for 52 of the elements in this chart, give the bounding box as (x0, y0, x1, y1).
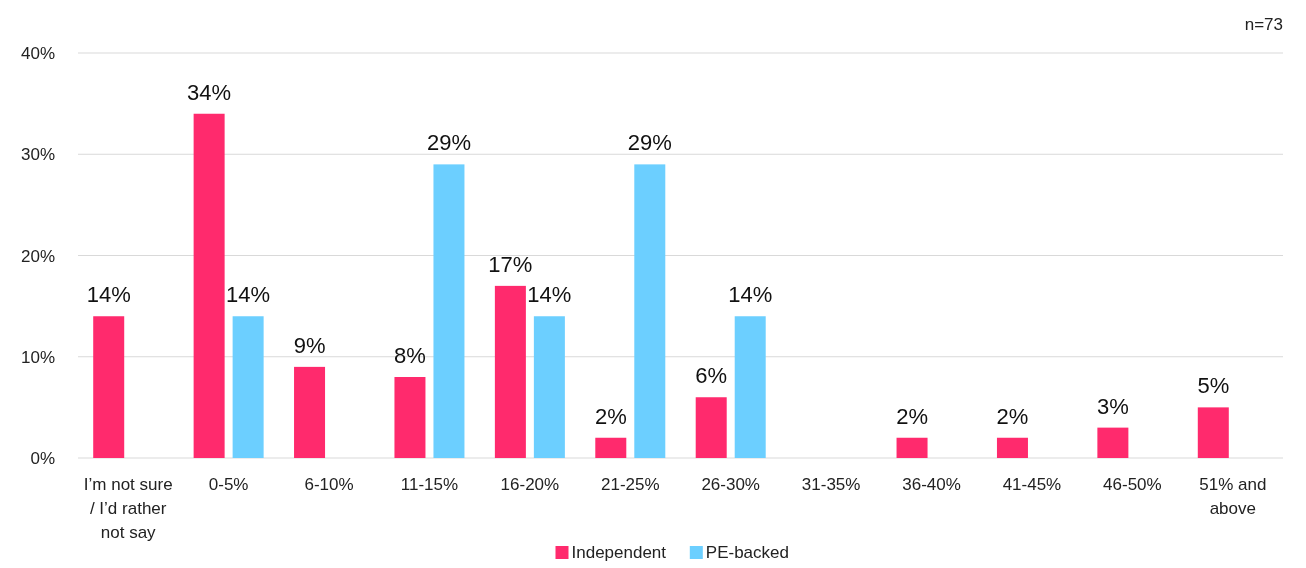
bar (193, 113, 225, 458)
x-tick-label: 6-10% (304, 475, 354, 494)
bar (294, 366, 326, 458)
bar (695, 397, 727, 458)
x-tick-label: I’m not sure / I’d rather not say (83, 475, 173, 542)
bar (634, 164, 666, 458)
bar (1097, 427, 1129, 458)
data-label: 2% (896, 403, 928, 429)
data-label: 29% (426, 130, 471, 156)
bar (394, 377, 426, 458)
x-tick-label: 0-5% (208, 475, 249, 494)
data-label: 14% (86, 282, 131, 308)
data-label: 14% (527, 282, 572, 308)
legend-label: Independent (571, 543, 667, 562)
y-tick-label: 20% (20, 246, 55, 266)
bar (533, 316, 565, 458)
y-tick-label: 40% (20, 44, 55, 63)
y-tick-label: 30% (20, 145, 55, 165)
data-label: 6% (695, 363, 728, 389)
bar (896, 437, 928, 458)
x-tick-label: 51% and above (1199, 475, 1267, 518)
bar (1197, 407, 1229, 458)
data-label: 9% (293, 332, 326, 358)
x-tick-label: 31-35% (801, 475, 861, 494)
data-label: 14% (728, 282, 773, 308)
bar (996, 437, 1028, 458)
data-label: 34% (187, 79, 232, 105)
text: n=73 (1244, 15, 1283, 34)
data-label: 29% (627, 130, 672, 156)
x-tick-label: 41-45% (1002, 475, 1062, 494)
x-tick-label: 16-20% (500, 475, 560, 494)
bar (595, 437, 627, 458)
x-tick-label: 11-15% (400, 475, 459, 494)
data-label: 2% (996, 403, 1029, 429)
bar (734, 316, 766, 458)
x-tick-label: 36-40% (902, 475, 961, 494)
data-label: 14% (226, 282, 271, 308)
data-label: 3% (1096, 393, 1129, 419)
x-tick-label: 26-30% (701, 475, 761, 494)
y-tick-label: 0% (30, 449, 55, 468)
data-label: 5% (1197, 373, 1230, 399)
x-tick-label: 21-25% (600, 475, 660, 494)
x-tick-label: 46-50% (1103, 475, 1162, 494)
bar (93, 316, 125, 458)
data-label: 8% (394, 343, 426, 368)
legend-label: PE-backed (705, 543, 789, 562)
bar (232, 316, 264, 458)
y-tick-label: 10% (20, 347, 55, 367)
bar (494, 285, 526, 458)
data-label: 2% (594, 403, 627, 429)
bar (433, 164, 465, 458)
data-label: 17% (488, 251, 533, 277)
